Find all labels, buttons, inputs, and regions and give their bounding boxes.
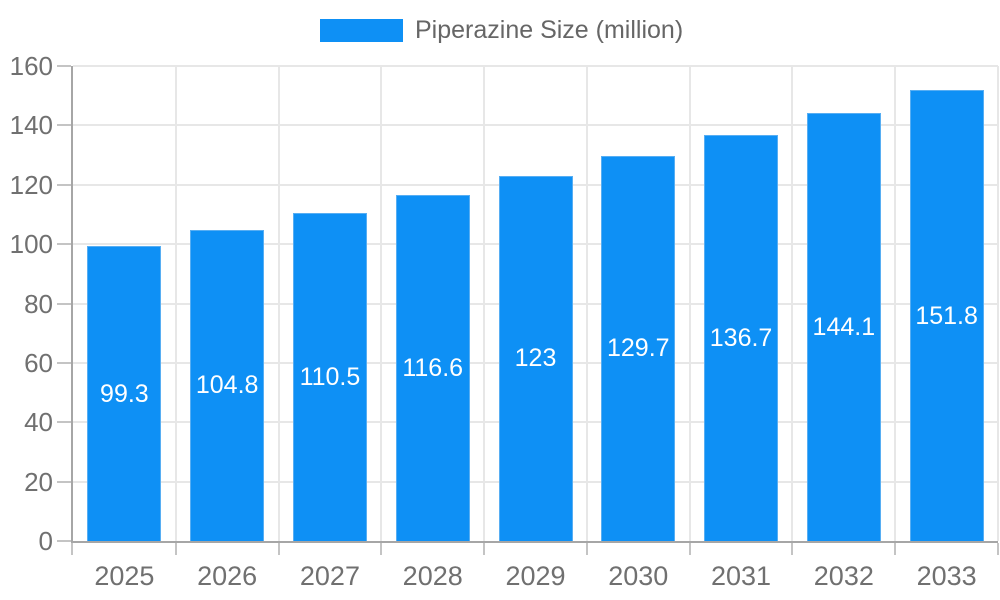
y-axis-label: 20 — [24, 466, 53, 497]
x-axis-tick — [380, 543, 383, 555]
bar-value-label: 99.3 — [100, 379, 149, 408]
x-axis-tick — [174, 543, 177, 555]
gridline-vertical — [791, 66, 794, 541]
gridline-vertical — [585, 66, 588, 541]
plot-area: 0 20 40 60 80 100 120 140 160 99.3 2025 104.8 2026 11… — [10, 51, 999, 591]
y-axis-label: 0 — [38, 526, 53, 556]
y-axis-tick — [57, 480, 71, 483]
x-axis-label: 2030 — [608, 561, 669, 591]
bar — [395, 194, 470, 541]
bar — [909, 90, 984, 541]
gridline-horizontal — [73, 65, 998, 67]
y-axis-label: 60 — [24, 347, 53, 378]
bar-value-label: 151.8 — [915, 301, 978, 330]
bar — [704, 135, 779, 541]
bar — [498, 175, 573, 541]
x-axis-label: 2027 — [299, 561, 360, 591]
y-axis-label: 160 — [9, 51, 53, 81]
y-axis-tick — [57, 183, 71, 186]
gridline-vertical — [483, 66, 486, 541]
gridline-vertical — [174, 66, 177, 541]
bar-value-label: 116.6 — [402, 353, 464, 382]
gridline-vertical — [688, 66, 691, 541]
x-axis-tick — [585, 543, 588, 555]
x-axis-tick — [894, 543, 897, 555]
x-axis-tick — [277, 543, 280, 555]
gridline-vertical — [380, 66, 383, 541]
x-axis-label: 2031 — [711, 561, 772, 591]
y-axis-tick — [57, 243, 71, 246]
bar-value-label: 136.7 — [709, 324, 773, 353]
bar-value-label: 144.1 — [812, 313, 876, 342]
y-axis-tick — [57, 124, 71, 127]
x-axis-label: 2025 — [94, 561, 155, 591]
y-axis-label: 140 — [9, 110, 53, 141]
x-axis-tick — [71, 543, 73, 555]
bar — [292, 212, 367, 541]
bar — [190, 229, 265, 541]
gridline-horizontal — [73, 124, 998, 127]
y-axis-label: 100 — [9, 229, 53, 260]
bar-value-label: 110.5 — [299, 362, 361, 391]
y-axis-tick — [57, 421, 71, 424]
x-axis-label: 2029 — [505, 561, 566, 591]
y-axis-tick — [57, 302, 71, 305]
gridline-vertical — [894, 66, 897, 541]
y-axis-label: 120 — [9, 169, 53, 200]
gridline-vertical — [277, 66, 280, 541]
x-axis-tick — [483, 543, 486, 555]
x-axis-label: 2032 — [813, 561, 874, 591]
bar — [601, 155, 676, 541]
x-axis-label: 2026 — [197, 561, 258, 591]
x-axis-label: 2028 — [402, 561, 463, 591]
legend-swatch — [320, 19, 403, 42]
x-axis-tick — [791, 543, 794, 555]
legend-label: Piperazine Size (million) — [415, 16, 684, 44]
bar — [87, 246, 162, 541]
bar — [806, 113, 881, 541]
y-axis-tick — [57, 540, 71, 542]
legend-item[interactable]: Piperazine Size (million) — [320, 16, 683, 45]
bar-value-label: 123 — [514, 344, 557, 373]
gridline-vertical — [997, 66, 999, 541]
y-axis-tick — [57, 361, 71, 364]
bar-value-label: 129.7 — [606, 334, 670, 363]
x-axis-tick — [997, 543, 999, 555]
y-axis-tick — [57, 65, 71, 67]
y-axis-label: 80 — [24, 288, 53, 319]
x-axis-label: 2033 — [916, 561, 977, 591]
y-axis-label: 40 — [24, 407, 53, 438]
bar-value-label: 104.8 — [195, 371, 259, 400]
x-axis-tick — [688, 543, 691, 555]
